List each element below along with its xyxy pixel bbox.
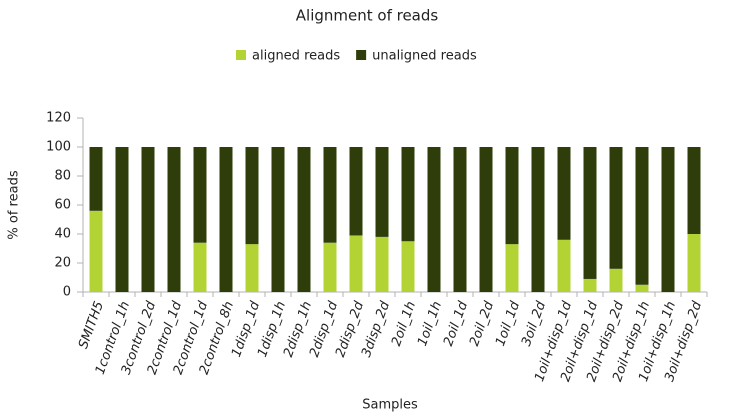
- x-axis-label: Samples: [362, 398, 418, 413]
- y-axis-label: % of reads: [7, 170, 22, 239]
- y-tick-label: 120: [46, 111, 71, 126]
- y-tick-label: 20: [54, 256, 71, 271]
- x-tick-label: 3oil_2d: [519, 299, 549, 349]
- bar-segment: [609, 268, 623, 292]
- y-tick-label: 40: [54, 227, 71, 242]
- x-tick-label: 2oil_2d: [467, 299, 497, 349]
- y-tick-label: 0: [63, 285, 71, 300]
- bar-segment: [375, 236, 389, 292]
- bar-segment: [687, 147, 701, 234]
- bar-segment: [193, 147, 207, 243]
- chart-title: Alignment of reads: [296, 7, 439, 25]
- bar-segment: [453, 147, 467, 292]
- bar-segment: [557, 147, 571, 240]
- legend-swatch: [356, 50, 367, 60]
- bar-segment: [583, 147, 597, 279]
- y-tick-label: 100: [46, 140, 71, 155]
- bar-segment: [479, 147, 493, 292]
- y-tick-label: 60: [54, 198, 71, 213]
- bar-segment: [635, 147, 649, 285]
- bar-segment: [687, 234, 701, 292]
- bar-segment: [609, 147, 623, 269]
- bar-segment: [557, 239, 571, 292]
- bar-segment: [219, 147, 233, 292]
- bar-segment: [245, 244, 259, 292]
- bar-segment: [401, 147, 415, 242]
- legend-swatch: [236, 50, 246, 60]
- bar-segment: [505, 244, 519, 292]
- bar-segment: [89, 147, 103, 211]
- x-tick-label: 1oil_1h: [415, 299, 445, 348]
- bar-segment: [349, 147, 363, 236]
- bar-segment: [89, 210, 103, 292]
- bar-segment: [635, 284, 649, 292]
- bar-segment: [297, 147, 311, 292]
- x-tick-label: 2oil_1d: [441, 299, 471, 349]
- x-tick-label: 1oil_1d: [493, 299, 523, 349]
- bar-segment: [323, 242, 337, 292]
- bar-segment: [245, 147, 259, 245]
- bar-segment: [505, 147, 519, 245]
- y-tick-label: 80: [54, 169, 71, 184]
- bar-segment: [401, 241, 415, 292]
- bar-segment: [661, 147, 675, 292]
- bar-segment: [375, 147, 389, 237]
- bar-segment: [141, 147, 155, 292]
- bar-segment: [427, 147, 441, 292]
- legend-label: unaligned reads: [372, 49, 477, 64]
- bar-segment: [193, 242, 207, 292]
- bar-segment: [115, 147, 129, 292]
- bar-segment: [349, 235, 363, 292]
- bar-segment: [167, 147, 181, 292]
- bar-segment: [271, 147, 285, 292]
- bar-segment: [583, 278, 597, 292]
- bar-segment: [323, 147, 337, 243]
- x-tick-label: 2oil_1h: [389, 299, 419, 348]
- bar-segment: [531, 147, 545, 292]
- legend-label: aligned reads: [252, 49, 340, 64]
